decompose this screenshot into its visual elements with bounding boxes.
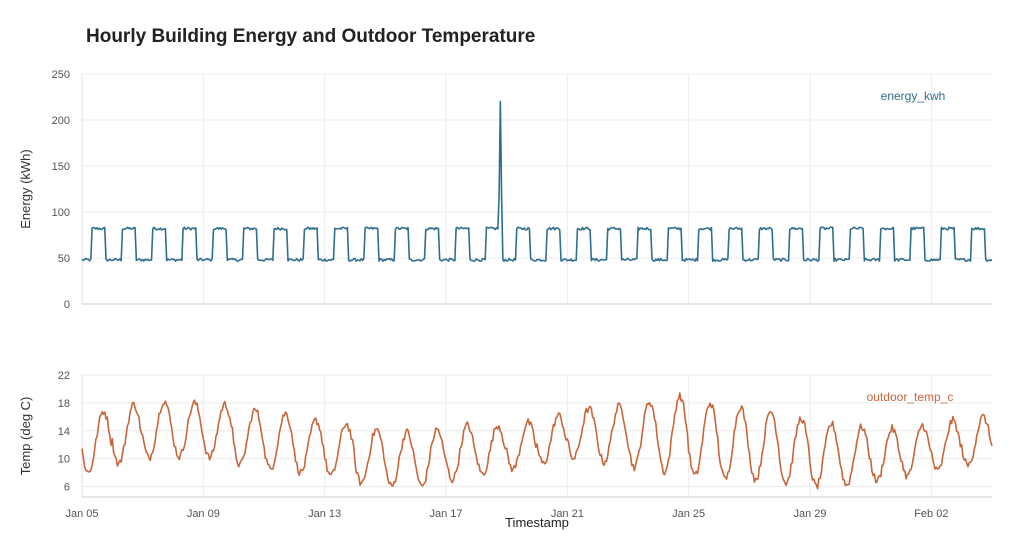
series-label-outdoor-temp-c: outdoor_temp_c [867,390,954,404]
y-tick-label: 100 [52,207,70,219]
chart-title: Hourly Building Energy and Outdoor Tempe… [86,26,535,47]
temp-panel-y-ticks: 6 10 14 18 22 [58,370,70,494]
y-tick-label: 50 [58,253,70,265]
x-tick-label: Jan 05 [65,508,98,520]
energy-panel-y-ticks: 0 50 100 150 200 250 [52,69,70,311]
series-label-energy-kwh: energy_kwh [881,89,946,103]
x-axis-label: Timestamp [505,515,569,530]
y-tick-label: 150 [52,161,70,173]
x-tick-label: Feb 02 [914,508,948,520]
y-tick-label: 6 [64,482,70,494]
x-tick-label: Jan 13 [308,508,341,520]
y-tick-label: 18 [58,398,70,410]
y-tick-label: 200 [52,115,70,127]
energy-panel-grid [81,73,992,305]
x-tick-label: Jan 09 [187,508,220,520]
y-tick-label: 250 [52,69,70,81]
temp-panel-grid [81,374,992,498]
energy-panel-series [81,100,993,263]
temp-panel-y-axis-label: Temp (deg C) [18,397,33,476]
energy-panel-y-axis-label: Energy (kWh) [18,149,33,228]
x-tick-label: Jan 17 [429,508,462,520]
x-tick-label: Jan 29 [793,508,826,520]
y-tick-label: 14 [58,426,70,438]
y-tick-label: 22 [58,370,70,382]
y-tick-label: 0 [64,299,70,311]
x-axis-ticks: Jan 05 Jan 09 Jan 13 Jan 17 Jan 21 Jan 25 Jan … [65,508,948,520]
temp-panel-series [81,392,993,490]
x-tick-label: Jan 25 [672,508,705,520]
series-line-outdoor-temp-c [81,392,993,490]
y-tick-label: 10 [58,454,70,466]
series-line-energy-kwh [81,100,993,263]
x-tick-label: Jan 21 [551,508,584,520]
